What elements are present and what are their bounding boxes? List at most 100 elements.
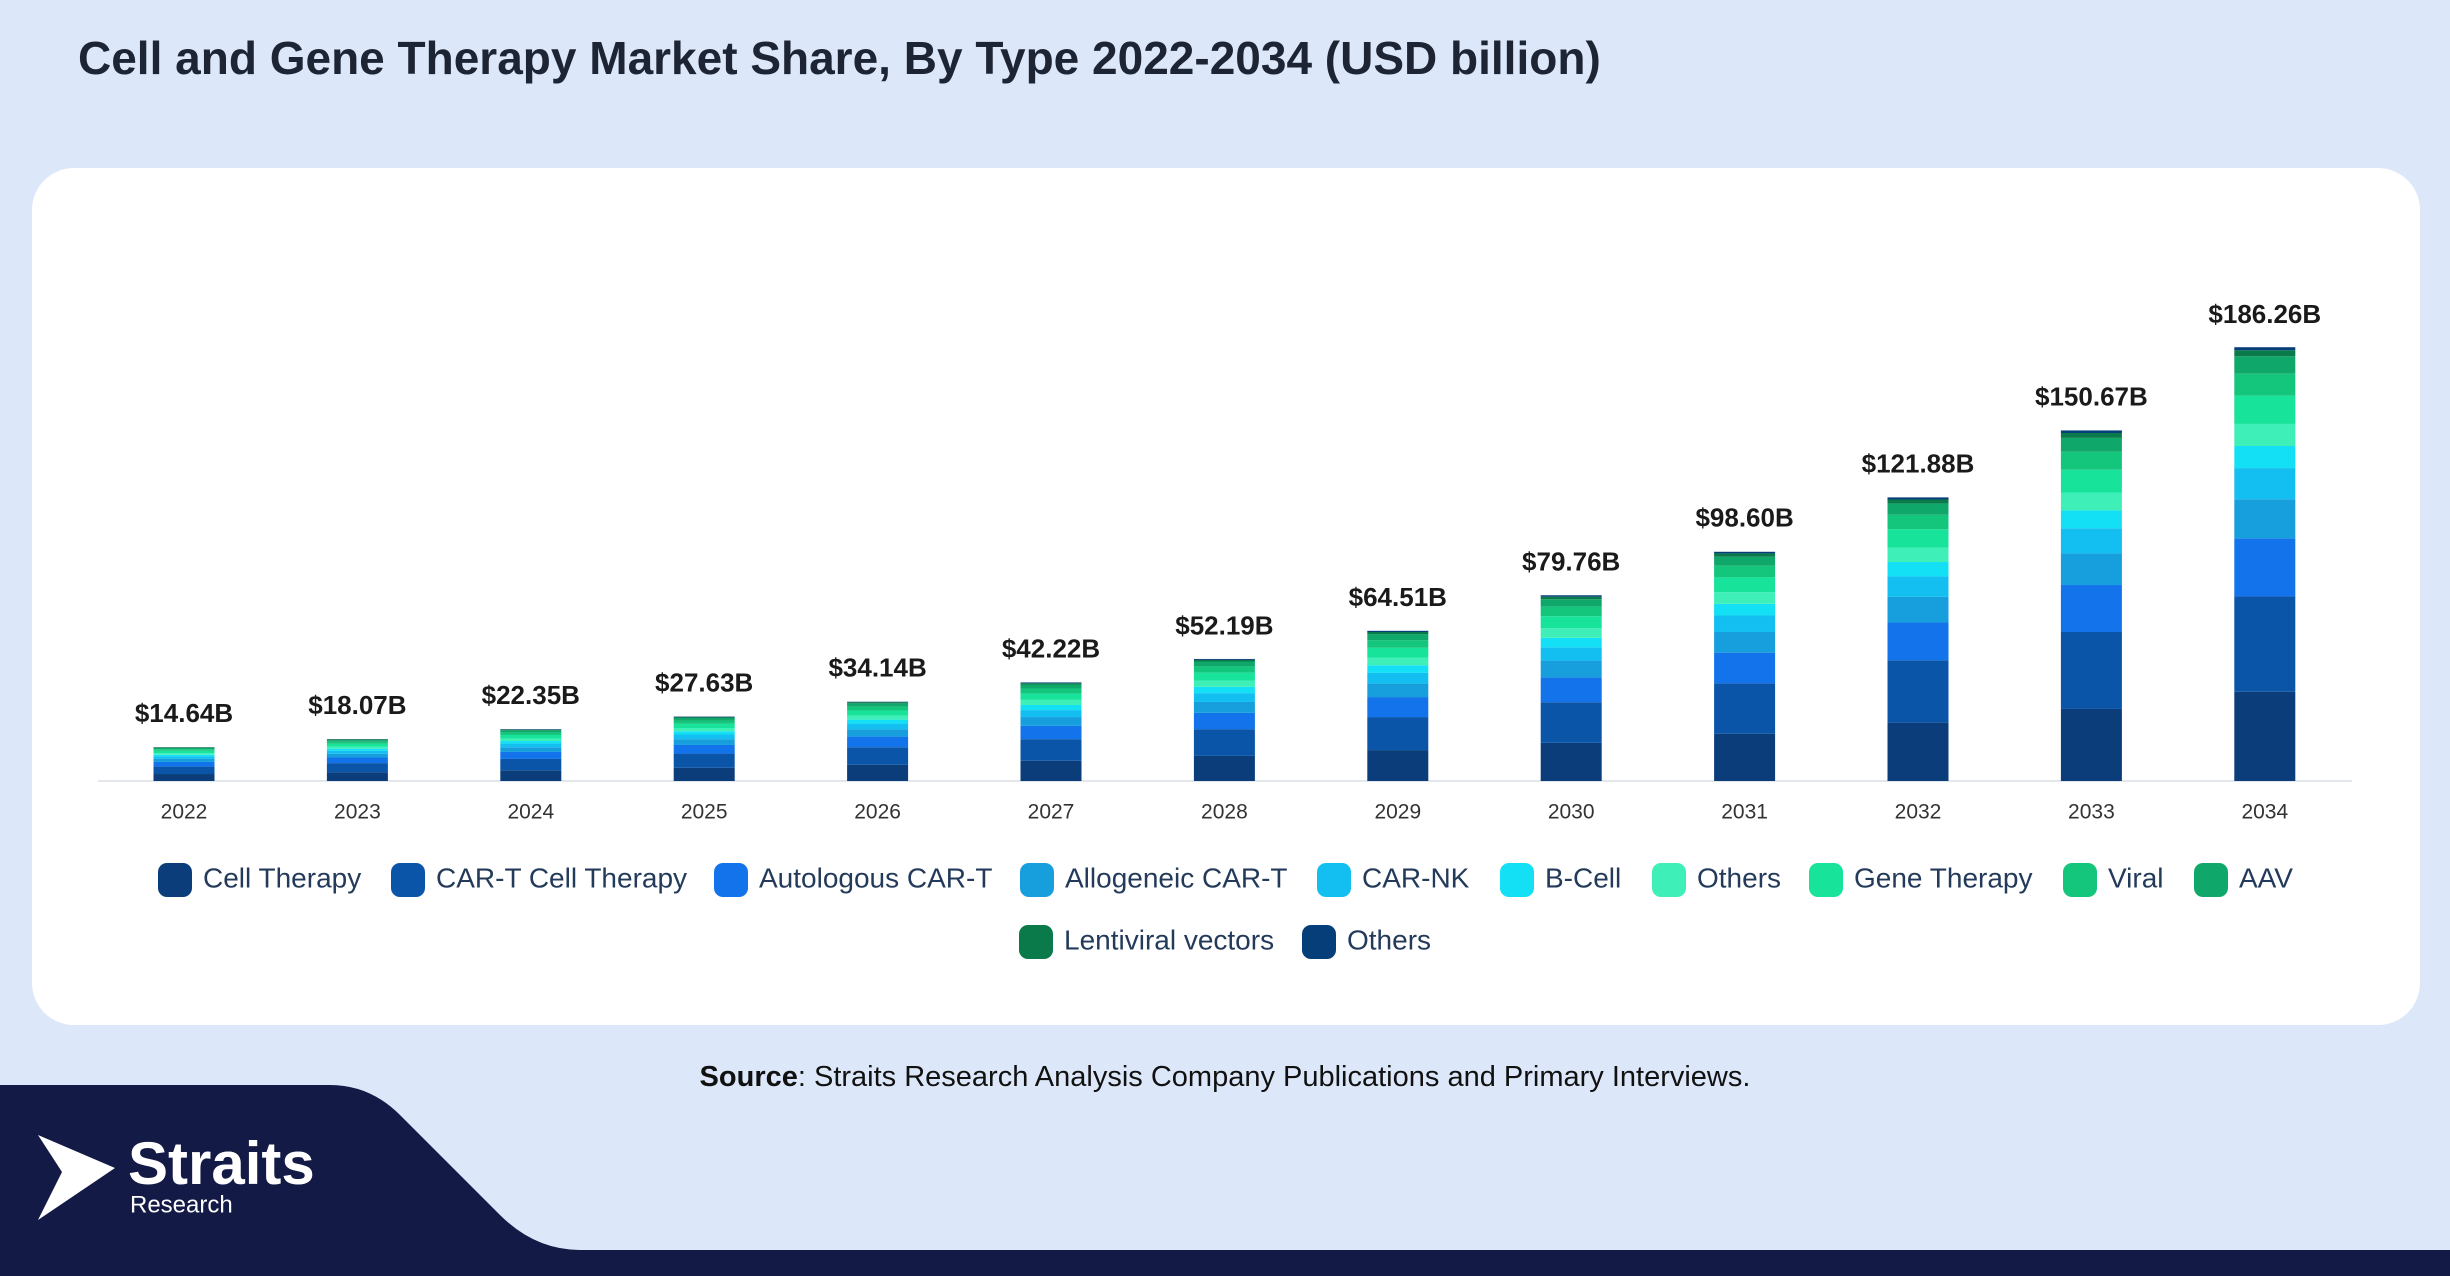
total-label: $34.14B — [828, 653, 926, 683]
bar-segment — [500, 734, 562, 739]
legend-label: CAR-NK — [1362, 862, 1470, 893]
bar-segment — [326, 750, 388, 754]
chart-card — [32, 168, 2420, 1025]
bar-segment — [673, 739, 735, 745]
bar-segment — [1714, 733, 1776, 781]
legend-label: Viral — [2108, 862, 2164, 893]
x-tick-label: 2029 — [1374, 801, 1421, 824]
legend-swatch — [1019, 925, 1053, 959]
bar-segment — [1020, 699, 1082, 705]
bar-segment — [500, 738, 562, 742]
bar-segment — [153, 774, 215, 781]
legend-label: AAV — [2239, 862, 2293, 893]
bar-segment — [673, 744, 735, 754]
bar-segment — [1020, 684, 1082, 689]
bar-segment — [1887, 503, 1949, 515]
bar-segment — [1887, 529, 1949, 548]
bar-segment — [1367, 665, 1429, 673]
logo-icon — [38, 1135, 115, 1220]
bar-segment — [500, 732, 562, 735]
bar-segment — [673, 734, 735, 740]
logo-name: Straits — [128, 1130, 315, 1197]
bar-segment — [2234, 691, 2296, 781]
bar-segment — [1714, 551, 1776, 554]
bar-segment — [326, 757, 388, 764]
footer-band — [0, 1085, 2450, 1276]
bar-segment — [153, 754, 215, 757]
bar-segment — [1540, 677, 1602, 703]
x-tick-label: 2027 — [1028, 801, 1075, 824]
bar-segment — [2234, 356, 2296, 374]
bar-segment — [500, 751, 562, 759]
bar-segment — [1193, 686, 1255, 694]
bar-segment — [1887, 722, 1949, 781]
bar-segment — [326, 746, 388, 749]
legend-label: CAR-T Cell Therapy — [436, 862, 687, 893]
bar-segment — [1540, 595, 1602, 597]
legend-label: Cell Therapy — [203, 862, 361, 893]
bar-segment — [1887, 497, 1949, 500]
legend-swatch — [158, 863, 192, 897]
legend-swatch — [1809, 863, 1843, 897]
bar-segment — [1367, 640, 1429, 648]
bar-segment — [1714, 592, 1776, 604]
total-label: $121.88B — [1862, 449, 1975, 479]
x-tick-label: 2026 — [854, 801, 901, 824]
legend-swatch — [1020, 863, 1054, 897]
bar-segment — [153, 753, 215, 755]
legend-label: Autologous CAR-T — [759, 862, 992, 893]
legend-swatch — [1302, 925, 1336, 959]
bar-segment — [1367, 631, 1429, 635]
bar-segment — [326, 739, 388, 741]
bar-segment — [2060, 492, 2122, 511]
x-tick-label: 2030 — [1548, 801, 1595, 824]
bar-segment — [847, 710, 909, 716]
bar-segment — [1540, 637, 1602, 648]
bar-segment — [1367, 750, 1429, 781]
bar-segment — [847, 715, 909, 720]
total-label: $14.64B — [135, 698, 233, 728]
bar-segment — [2234, 538, 2296, 597]
x-tick-label: 2032 — [1895, 801, 1942, 824]
bar-segment — [326, 743, 388, 747]
legend-swatch — [1317, 863, 1351, 897]
bar-segment — [1367, 634, 1429, 641]
bar-segment — [2234, 347, 2296, 351]
bar-segment — [2060, 437, 2122, 452]
legend-label: Lentiviral vectors — [1064, 924, 1274, 955]
bar-segment — [1714, 577, 1776, 593]
bar-segment — [847, 723, 909, 730]
legend-label: Others — [1697, 862, 1781, 893]
x-tick-label: 2024 — [507, 801, 554, 824]
bar-segment — [1540, 628, 1602, 638]
bar-segment — [1367, 657, 1429, 666]
x-tick-label: 2034 — [2241, 801, 2288, 824]
bar-segment — [1887, 514, 1949, 530]
bar-segment — [2234, 446, 2296, 469]
bar-segment — [1887, 562, 1949, 577]
bar-segment — [1540, 647, 1602, 661]
bar-segment — [1540, 606, 1602, 617]
bar-segment — [1367, 647, 1429, 658]
bar-segment — [500, 741, 562, 744]
bar-segment — [1714, 652, 1776, 684]
legend-swatch — [1500, 863, 1534, 897]
bar-segment — [1367, 672, 1429, 684]
total-label: $22.35B — [482, 680, 580, 710]
bar-segment — [2234, 468, 2296, 500]
bar-segment — [1887, 547, 1949, 563]
total-label: $27.63B — [655, 668, 753, 698]
legend-swatch — [2194, 863, 2228, 897]
bar-segment — [2060, 430, 2122, 433]
chart-title: Cell and Gene Therapy Market Share, By T… — [78, 32, 1601, 84]
bar-segment — [1887, 499, 1949, 504]
bar-segment — [2234, 395, 2296, 424]
x-tick-label: 2022 — [161, 801, 208, 824]
bar-segment — [1714, 683, 1776, 734]
bar-segment — [1020, 693, 1082, 700]
total-label: $18.07B — [308, 690, 406, 720]
bar-segment — [2060, 432, 2122, 438]
bar-segment — [1020, 704, 1082, 711]
bar-segment — [153, 758, 215, 762]
bar-segment — [2060, 451, 2122, 470]
